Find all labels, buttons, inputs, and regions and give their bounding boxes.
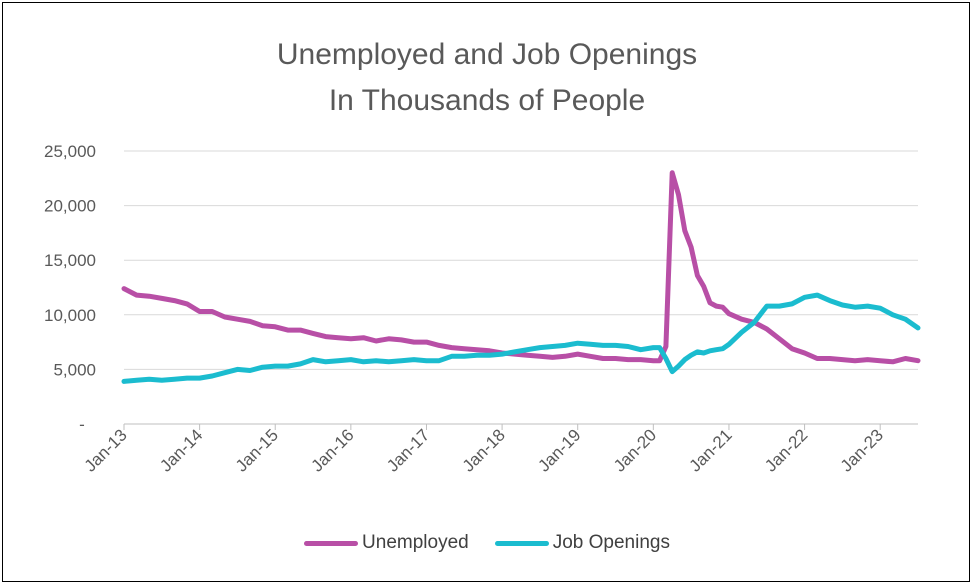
series-line-unemployed xyxy=(121,170,921,365)
x-tick-label: Jan-21 xyxy=(686,425,736,475)
chart-title-line1: Unemployed and Job Openings xyxy=(276,38,698,71)
x-tick-label: Jan-13 xyxy=(81,425,131,475)
y-tick-label: 15,000 xyxy=(44,251,96,270)
x-tick-label: Jan-19 xyxy=(534,425,584,475)
legend-label-job-openings: Job Openings xyxy=(552,532,670,553)
y-tick-label: 10,000 xyxy=(44,306,96,325)
legend-item-unemployed: Unemployed xyxy=(304,532,469,554)
legend-swatch-job-openings xyxy=(494,540,549,546)
x-tick-label: Jan-23 xyxy=(837,425,887,475)
x-tick-label: Jan-22 xyxy=(761,425,811,475)
y-tick-label: 20,000 xyxy=(44,197,96,216)
legend-item-job-openings: Job Openings xyxy=(494,532,670,554)
y-tick-label: 25,000 xyxy=(44,142,96,161)
x-tick-label: Jan-20 xyxy=(610,425,660,475)
legend-swatch-unemployed xyxy=(304,540,359,546)
series-line-job-openings xyxy=(121,292,921,384)
chart-title: Unemployed and Job Openings In Thousands… xyxy=(0,32,974,124)
y-tick-label: 5,000 xyxy=(53,360,96,379)
x-tick-label: Jan-17 xyxy=(383,425,433,475)
x-tick-label: Jan-18 xyxy=(459,425,509,475)
chart-subtitle: In Thousands of People xyxy=(328,84,646,117)
x-tick-label: Jan-14 xyxy=(156,425,206,475)
x-tick-label: Jan-16 xyxy=(307,425,357,475)
y-tick-label: - xyxy=(79,415,85,434)
legend-label-unemployed: Unemployed xyxy=(362,532,469,553)
x-tick-label: Jan-15 xyxy=(232,425,282,475)
chart-legend: Unemployed Job Openings xyxy=(0,532,974,554)
